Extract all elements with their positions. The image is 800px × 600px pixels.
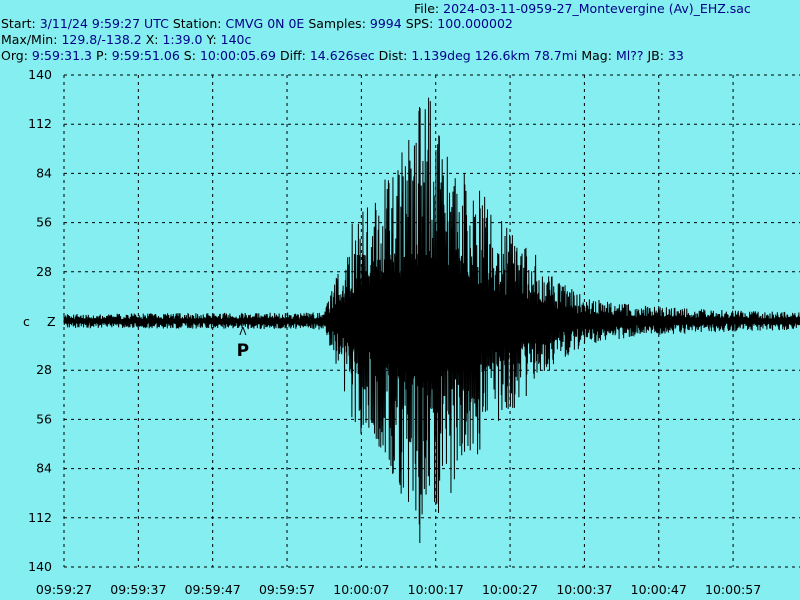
x-tick-label: 10:00:17 (408, 582, 464, 597)
dist-label: Dist: (378, 48, 408, 63)
y-tick-label: 56 (36, 411, 52, 426)
x-tick-label: 10:00:27 (482, 582, 538, 597)
x-tick-label: 10:00:37 (556, 582, 612, 597)
station-value: CMVG 0N 0E (225, 16, 305, 31)
y-tick-label: 84 (36, 165, 52, 180)
y-tick-label: 140 (28, 67, 52, 82)
y-tick-label: 28 (36, 264, 52, 279)
start-line: Start: 3/11/24 9:59:27 UTC Station: CMVG… (1, 16, 513, 32)
x-scale-label: X: (145, 32, 159, 47)
y-scale-label: Y: (206, 32, 217, 47)
diff-label: Diff: (279, 48, 306, 63)
station-label: Station: (172, 16, 222, 31)
channel-label-z: Z (47, 314, 56, 329)
start-value: 3/11/24 9:59:27 UTC (39, 16, 169, 31)
samples-label: Samples: (308, 16, 366, 31)
y-tick-label: 112 (28, 510, 52, 525)
x-tick-label: 09:59:57 (259, 582, 315, 597)
p-time-label: P: (96, 48, 108, 63)
p-marker-label: P (237, 341, 249, 361)
origin-line: Org: 9:59:31.3 P: 9:59:51.06 S: 10:00:05… (1, 48, 684, 64)
y-tick-label: 112 (28, 116, 52, 131)
org-value: 9:59:31.3 (31, 48, 93, 63)
x-tick-label: 09:59:47 (185, 582, 241, 597)
x-tick-label: 10:00:47 (631, 582, 687, 597)
seismic-trace (63, 97, 800, 543)
y-tick-label: 140 (28, 559, 52, 574)
samples-value: 9994 (369, 16, 402, 31)
x-tick-label: 09:59:37 (110, 582, 166, 597)
jb-label: JB: (647, 48, 664, 63)
file-value: 2024-03-11-0959-27_Montevergine (Av)_EHZ… (443, 1, 751, 16)
org-label: Org: (1, 48, 28, 63)
file-label: File: (414, 1, 440, 16)
mag-label: Mag: (581, 48, 612, 63)
p-marker-tick (242, 326, 247, 336)
p-marker-tick (239, 326, 244, 336)
s-time-value: 10:00:05.69 (199, 48, 276, 63)
start-label: Start: (1, 16, 36, 31)
y-axis-labels: 140 112 84 56 28 28 56 84 112 140 (28, 67, 52, 574)
y-scale-value: 140c (220, 32, 252, 47)
mag-value: Ml?? (615, 48, 644, 63)
x-scale-value: 1:39.0 (162, 32, 203, 47)
channel-label-c: c (23, 314, 30, 329)
diff-value: 14.626sec (309, 48, 375, 63)
sps-value: 100.000002 (437, 16, 513, 31)
x-tick-label: 09:59:27 (36, 582, 92, 597)
y-tick-label: 28 (36, 362, 52, 377)
x-axis-labels: 09:59:27 09:59:37 09:59:47 09:59:57 10:00:07… (36, 582, 761, 597)
p-time-value: 9:59:51.06 (111, 48, 180, 63)
x-tick-label: 10:00:57 (705, 582, 761, 597)
file-line: File: 2024-03-11-0959-27_Montevergine (A… (414, 1, 751, 17)
jb-value: 33 (667, 48, 684, 63)
x-tick-label: 10:00:07 (333, 582, 389, 597)
sps-label: SPS: (405, 16, 434, 31)
maxmin-value: 129.8/-138.2 (61, 32, 142, 47)
s-time-label: S: (183, 48, 196, 63)
y-tick-label: 56 (36, 215, 52, 230)
maxmin-label: Max/Min: (1, 32, 58, 47)
maxmin-line: Max/Min: 129.8/-138.2 X: 1:39.0 Y: 140c (1, 32, 251, 48)
dist-value: 1.139deg 126.6km 78.7mi (411, 48, 578, 63)
y-tick-label: 84 (36, 461, 52, 476)
phase-markers: P (237, 326, 249, 361)
